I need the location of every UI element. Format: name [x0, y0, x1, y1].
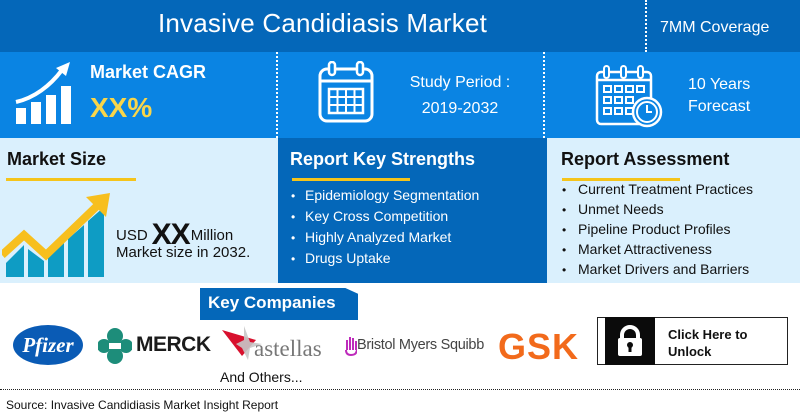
- gsk-text: GSK: [498, 326, 580, 367]
- list-item: Drugs Uptake: [291, 248, 479, 269]
- cagr-value: XX%: [90, 92, 153, 123]
- forecast-label: 10 Years Forecast: [688, 74, 750, 118]
- lock-icon-box: [605, 317, 655, 365]
- key-strengths-list: Epidemiology Segmentation Key Cross Comp…: [291, 185, 479, 269]
- list-item: Pipeline Product Profiles: [562, 220, 753, 240]
- merck-logo: MERCK: [98, 326, 211, 366]
- unlock-label: Click Here to Unlock: [668, 326, 747, 360]
- size-unit: Million: [190, 227, 234, 244]
- list-item: Key Cross Competition: [291, 206, 479, 227]
- study-period-value: 2019-2032: [421, 100, 499, 117]
- heading-underline: [6, 178, 136, 181]
- coverage-label: 7MM Coverage: [660, 19, 770, 36]
- study-period: Study Period : 2019-2032: [385, 70, 535, 122]
- divider: [276, 52, 278, 138]
- lock-icon: [618, 325, 642, 356]
- bms-logo: Bristol Myers Squibb: [345, 332, 491, 360]
- report-assessment-heading: Report Assessment: [561, 149, 730, 169]
- source-note: Source: Invasive Candidiasis Market Insi…: [6, 398, 279, 412]
- key-companies-heading: Key Companies: [200, 288, 358, 320]
- key-strengths-panel: Report Key Strengths Epidemiology Segmen…: [278, 138, 540, 283]
- unlock-button[interactable]: Click Here to Unlock: [597, 317, 788, 365]
- divider: [543, 52, 545, 138]
- calendar-clock-icon: [595, 65, 663, 128]
- pfizer-text: Pfizer: [21, 333, 74, 357]
- list-item: Market Drivers and Barriers: [562, 260, 753, 280]
- market-size-value: USD XXMillion: [116, 218, 233, 252]
- key-strengths-heading: Report Key Strengths: [290, 149, 476, 169]
- rising-bar-chart-icon: [2, 193, 110, 277]
- unlock-label-line-2: Unlock: [668, 344, 712, 359]
- stats-row: Market CAGR XX% Study Period : 2019-2032: [0, 52, 800, 138]
- footer-divider: [0, 389, 800, 390]
- list-item: Epidemiology Segmentation: [291, 185, 479, 206]
- astellas-logo: astellas: [222, 326, 340, 364]
- page-title: Invasive Candidiasis Market: [157, 8, 488, 38]
- market-size-caption: Market size in 2032.: [116, 244, 251, 261]
- list-item: Highly Analyzed Market: [291, 227, 479, 248]
- forecast-line-1: 10 Years: [688, 76, 751, 93]
- heading-underline: [292, 178, 410, 181]
- bms-text: Bristol Myers Squibb: [357, 337, 484, 353]
- divider: [645, 0, 647, 52]
- list-item: Unmet Needs: [562, 200, 753, 220]
- study-period-label: Study Period :: [409, 74, 511, 91]
- pfizer-logo: Pfizer: [13, 325, 83, 365]
- bms-hand-icon: [345, 337, 357, 356]
- list-item: Current Treatment Practices: [562, 180, 753, 200]
- and-others-label: And Others...: [220, 369, 303, 385]
- market-size-panel: Market Size USD XXMillion Market size in …: [0, 138, 278, 283]
- market-size-heading: Market Size: [7, 149, 107, 169]
- calendar-icon: [318, 61, 374, 123]
- merck-emblem-icon: [98, 328, 132, 364]
- unlock-label-line-1: Click Here to: [668, 327, 748, 342]
- list-item: Market Attractiveness: [562, 240, 753, 260]
- title-bar: Invasive Candidiasis Market 7MM Coverage: [0, 0, 800, 52]
- currency: USD: [116, 227, 148, 244]
- astellas-star-icon: [222, 326, 262, 360]
- assessment-list: Current Treatment Practices Unmet Needs …: [562, 180, 753, 280]
- report-assessment-panel: Report Assessment Current Treatment Prac…: [540, 138, 800, 283]
- growth-chart-icon: [15, 62, 71, 124]
- astellas-text: astellas: [254, 336, 322, 361]
- gsk-logo: GSK: [496, 326, 580, 367]
- cagr-label: Market CAGR: [90, 62, 207, 82]
- size-value: XX: [151, 218, 191, 251]
- forecast-line-2: Forecast: [688, 98, 751, 115]
- merck-text: MERCK: [136, 333, 211, 356]
